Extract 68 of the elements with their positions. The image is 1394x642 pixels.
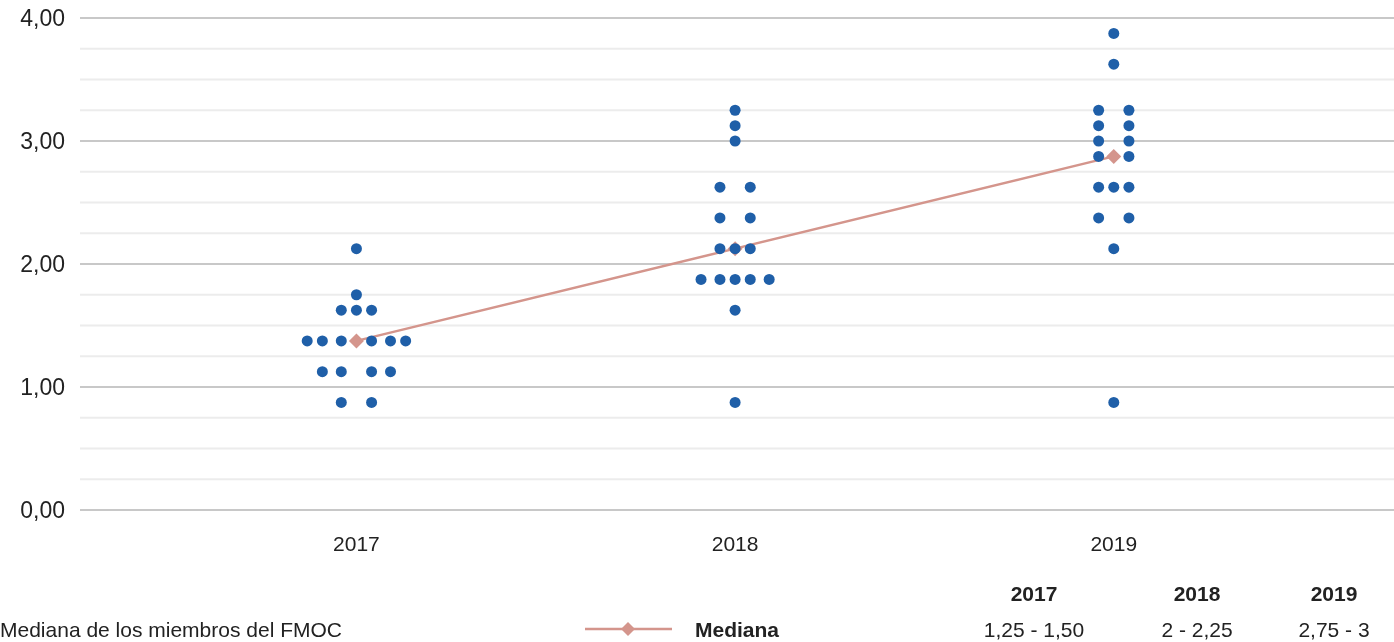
- point: [695, 273, 707, 285]
- point: [1093, 150, 1105, 162]
- point: [1123, 181, 1135, 193]
- point: [301, 335, 313, 347]
- point: [744, 273, 756, 285]
- point: [1123, 120, 1135, 132]
- point: [1108, 58, 1120, 70]
- point: [729, 304, 741, 316]
- point: [1093, 135, 1105, 147]
- point: [714, 181, 726, 193]
- point: [350, 304, 362, 316]
- point: [1093, 104, 1105, 116]
- point: [729, 273, 741, 285]
- point: [763, 273, 775, 285]
- point: [316, 335, 328, 347]
- point: [335, 396, 347, 408]
- point: [714, 212, 726, 224]
- point: [1108, 396, 1120, 408]
- point: [348, 333, 364, 349]
- point: [335, 335, 347, 347]
- text: 2,75 - 3: [1298, 618, 1370, 641]
- point: [744, 181, 756, 193]
- text: Mediana de los miembros del FMOC: [0, 618, 342, 641]
- point: [366, 304, 378, 316]
- point: [400, 335, 412, 347]
- point: [366, 396, 378, 408]
- point: [385, 366, 397, 378]
- text: 2017: [1010, 582, 1058, 605]
- point: [385, 335, 397, 347]
- point: [729, 135, 741, 147]
- point: [1123, 135, 1135, 147]
- point: [335, 304, 347, 316]
- point: [714, 273, 726, 285]
- point: [1123, 150, 1135, 162]
- point: [335, 366, 347, 378]
- point: [714, 243, 726, 255]
- point: [1108, 27, 1120, 39]
- point: [350, 243, 362, 255]
- point: [1123, 212, 1135, 224]
- point: [729, 104, 741, 116]
- point: [1093, 120, 1105, 132]
- text: 2 - 2,25: [1161, 618, 1233, 641]
- point: [1093, 212, 1105, 224]
- x-tick-label: 2017: [333, 532, 380, 555]
- point: [350, 289, 362, 301]
- point: [1123, 104, 1135, 116]
- point: [366, 335, 378, 347]
- point: [1106, 148, 1122, 164]
- point: [744, 243, 756, 255]
- point: [1108, 243, 1120, 255]
- point: [744, 212, 756, 224]
- legend-label: Mediana: [695, 618, 780, 641]
- text: 2018: [1173, 582, 1221, 605]
- x-tick-label: 2019: [1090, 532, 1138, 555]
- text: 1,25 - 1,50: [983, 618, 1085, 641]
- y-tick-label: 2,00: [20, 251, 65, 278]
- y-tick-label: 4,00: [20, 5, 65, 32]
- point: [729, 396, 741, 408]
- y-tick-label: 1,00: [20, 374, 65, 401]
- x-tick-label: 2018: [711, 532, 759, 555]
- point: [366, 366, 378, 378]
- text: 0,00: [20, 497, 65, 524]
- point: [1108, 181, 1120, 193]
- point: [316, 366, 328, 378]
- text: 2019: [1310, 582, 1358, 605]
- point: [729, 120, 741, 132]
- point: [1093, 181, 1105, 193]
- y-tick-label: 3,00: [20, 128, 65, 155]
